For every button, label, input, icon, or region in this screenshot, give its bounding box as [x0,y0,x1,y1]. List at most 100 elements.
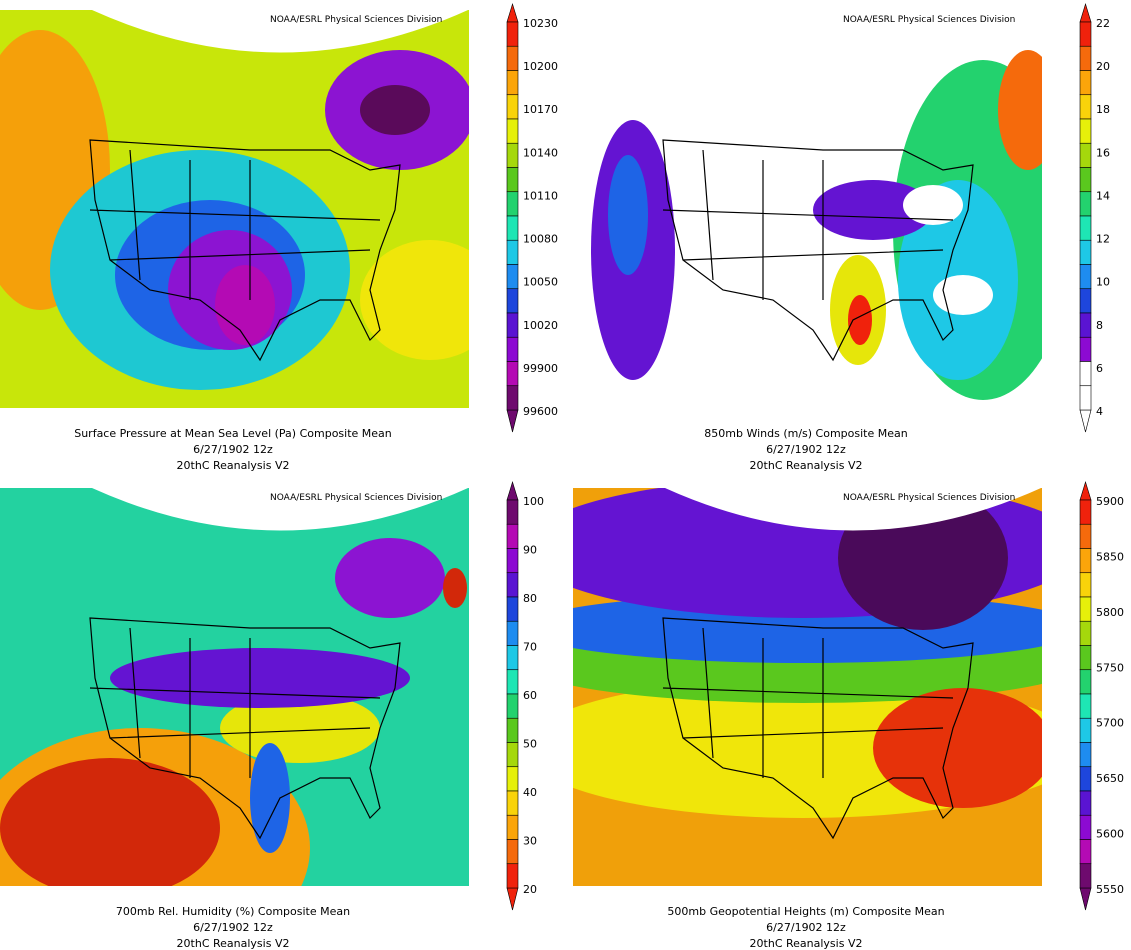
colorbar-bin [506,523,519,549]
coastline [89,617,401,840]
colorbar-label: 10230 [523,17,558,30]
colorbar-bin [506,21,519,47]
colorbar-bin [506,596,519,622]
colorbar-label: 10050 [523,276,558,289]
colorbar-cap [1079,409,1092,433]
caption: 6/27/1902 12z [766,921,846,934]
colorbar-label: 99900 [523,362,558,375]
colorbar-bin [1079,863,1092,889]
colorbar-label: 4 [1096,405,1103,418]
caption: 6/27/1902 12z [766,443,846,456]
contour-fill [250,743,290,853]
colorbar-bin [1079,70,1092,96]
colorbar-label: 5550 [1096,883,1124,896]
map [0,10,469,408]
colorbar-label: 12 [1096,233,1110,246]
contour-fill [443,568,467,608]
panel: NOAA/ESRL Physical Sciences Division 700m… [0,480,544,950]
colorbar-bin [506,94,519,120]
colorbar-bin [1079,572,1092,598]
colorbar-bin [1079,215,1092,241]
colorbar-label: 100 [523,495,544,508]
colorbar-label: 80 [523,592,537,605]
colorbar-label: 5600 [1096,828,1124,841]
colorbar-label: 10200 [523,60,558,73]
colorbar-bin [1079,596,1092,622]
contour-fill [360,85,430,135]
colorbar-bin [506,361,519,387]
colorbar-cap [506,409,519,433]
contour-fill [903,185,963,225]
colorbar-bin [506,766,519,792]
colorbar-bin [1079,839,1092,865]
colorbar-bin [506,191,519,217]
colorbar-bin [506,239,519,265]
caption: 700mb Rel. Humidity (%) Composite Mean [116,905,350,918]
colorbar-label: 70 [523,641,537,654]
colorbar-label: 99600 [523,405,558,418]
colorbar-bin [506,645,519,671]
colorbar-label: 90 [523,544,537,557]
colorbar-bin [1079,142,1092,168]
colorbar-label: 10140 [523,146,558,159]
caption: 20thC Reanalysis V2 [177,937,290,950]
colorbar-bin [1079,21,1092,47]
credit: NOAA/ESRL Physical Sciences Division [270,493,442,503]
colorbar-label: 10020 [523,319,558,332]
colorbar-bin [1079,548,1092,574]
colorbar-bin [506,742,519,768]
colorbar-bin [506,548,519,574]
colorbar-bin [1079,167,1092,193]
colorbar-bin [1079,264,1092,290]
map-edge [92,10,468,53]
caption: 20thC Reanalysis V2 [177,459,290,472]
colorbar-label: 60 [523,689,537,702]
colorbar-label: 5900 [1096,495,1124,508]
panel: NOAA/ESRL Physical Sciences Division 850m… [573,2,1110,472]
colorbar-bin [506,669,519,695]
colorbar-bin [1079,288,1092,314]
coastline [662,617,974,840]
colorbar-bin [1079,693,1092,719]
colorbar-label: 20 [1096,60,1110,73]
colorbar-cap [1079,887,1092,911]
colorbar-bin [506,215,519,241]
colorbar-bin [506,142,519,168]
colorbar-bin [506,264,519,290]
colorbar-bin [1079,742,1092,768]
contour-fill [215,265,275,345]
contour-fill [848,295,872,345]
map-edge [665,488,1041,531]
colorbar-bin [506,45,519,71]
colorbar-label: 40 [523,786,537,799]
colorbar-cap [506,887,519,911]
colorbar-bin [506,70,519,96]
colorbar-bin [1079,45,1092,71]
colorbar-bin [506,312,519,338]
colorbar-bin [1079,118,1092,144]
caption: 500mb Geopotential Heights (m) Composite… [667,905,944,918]
colorbar-bin [506,693,519,719]
colorbar-label: 30 [523,835,537,848]
colorbar-cap [506,2,519,23]
colorbar-label: 16 [1096,146,1110,159]
coastline [662,139,974,362]
caption: 20thC Reanalysis V2 [750,937,863,950]
credit: NOAA/ESRL Physical Sciences Division [843,493,1015,503]
map [573,488,1042,886]
colorbar-label: 5700 [1096,717,1124,730]
colorbar-bin [1079,312,1092,338]
contour-fill [998,50,1042,170]
contour-fill [335,538,445,618]
credit: NOAA/ESRL Physical Sciences Division [270,15,442,25]
colorbar-bin [1079,717,1092,743]
caption: 850mb Winds (m/s) Composite Mean [704,427,907,440]
colorbar-label: 10 [1096,276,1110,289]
colorbar-bin [1079,499,1092,525]
colorbar-bin [506,814,519,840]
colorbar-bin [506,288,519,314]
colorbar-bin [1079,336,1092,362]
colorbar-cap [1079,480,1092,501]
colorbar-cap [506,480,519,501]
